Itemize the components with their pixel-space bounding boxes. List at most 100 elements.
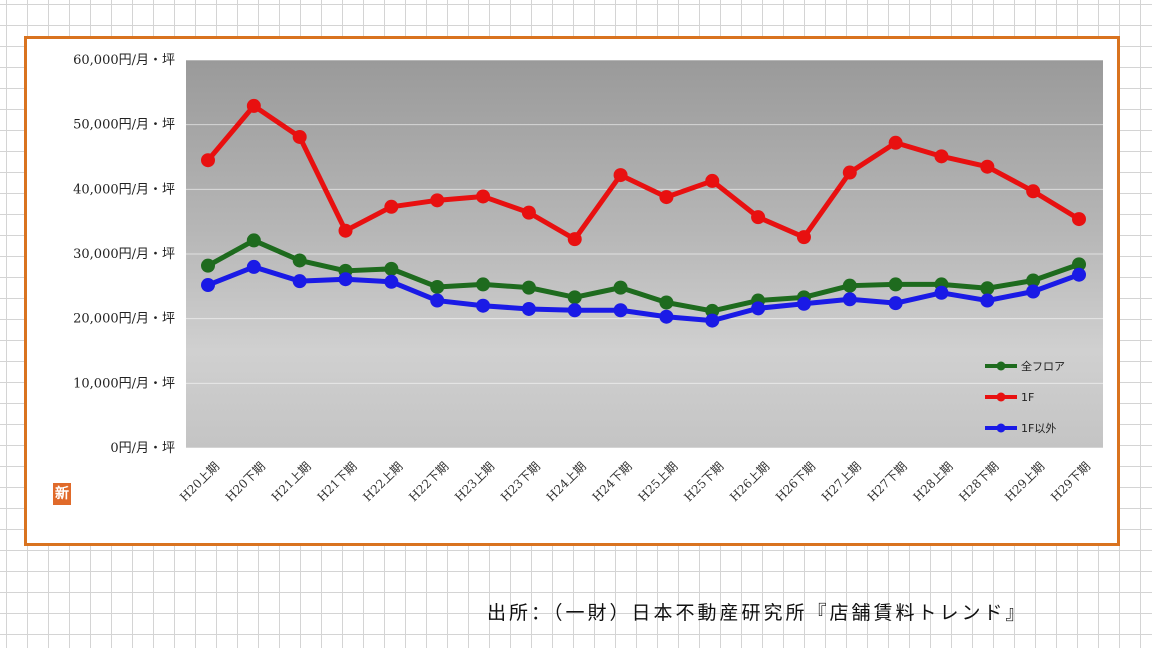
x-tick-label: H27上期 [819,459,864,504]
x-tick-label: H28上期 [911,459,956,504]
data-point [292,129,307,144]
data-point [796,230,811,245]
data-point [1072,212,1086,227]
data-point [705,313,720,328]
x-tick-label: H27下期 [865,459,910,504]
x-tick-label: H22上期 [360,459,405,504]
data-point [292,274,307,289]
legend-marker [996,361,1006,371]
data-point [430,193,445,208]
data-point [201,153,215,168]
data-point [934,149,949,164]
data-point [338,223,353,238]
data-point [201,278,215,293]
data-point [613,280,628,295]
data-point [842,165,857,180]
x-tick-label: H23下期 [498,459,543,504]
data-point [980,293,995,308]
data-point [705,173,720,188]
data-point [384,199,399,214]
data-point [842,278,857,293]
series-0 [201,233,1086,318]
x-tick-label: H23上期 [452,459,497,504]
data-point [1072,257,1086,272]
data-point [751,210,766,225]
data-point [659,295,674,310]
data-point [659,309,674,324]
data-point [246,259,261,274]
y-tick-label: 30,000円/月・坪 [73,247,175,262]
data-point [1072,267,1086,282]
x-tick-label: H29下期 [1048,459,1093,504]
new-badge-icon: 新 [53,483,71,505]
data-point [751,301,766,316]
x-tick-label: H21下期 [315,459,360,504]
series-lines [201,98,1086,328]
legend-label: 全フロア [1021,359,1065,373]
data-point [934,285,949,300]
data-point [888,296,903,311]
series-2 [201,259,1086,328]
line-chart: 0円/月・坪 10,000円/月・坪 20,000円/月・坪 30,000円/月・坪 4… [73,53,1103,504]
data-point [521,280,536,295]
data-point [1026,273,1041,288]
x-tick-label: H29上期 [1002,459,1047,504]
data-point [338,272,353,287]
x-tick-label: H25下期 [681,459,726,504]
data-point [246,233,261,248]
x-tick-label: H28下期 [956,459,1001,504]
data-point [430,279,445,294]
y-tick-label: 20,000円/月・坪 [73,312,175,327]
x-tick-label: H24下期 [590,459,635,504]
x-axis-labels: H20上期 H20下期 H21上期 H21下期 H22上期 H22下期 H23上期 H23下期… [177,459,1093,504]
data-point [476,277,491,292]
legend: 全フロア 1F 1F以外 [985,359,1065,435]
data-point [521,301,536,316]
y-axis-labels: 0円/月・坪 10,000円/月・坪 20,000円/月・坪 30,000円/月・坪 4… [73,53,175,456]
legend-label: 1F [1021,391,1034,404]
legend-label: 1F以外 [1021,422,1056,435]
x-tick-label: H26上期 [727,459,772,504]
x-tick-label: H26下期 [773,459,818,504]
x-tick-label: H20下期 [223,459,268,504]
data-point [842,292,857,307]
data-point [521,205,536,220]
data-point [567,290,582,305]
series-line [206,237,1080,314]
data-point [1026,184,1041,199]
legend-marker [996,423,1006,433]
data-point [613,303,628,318]
series-1 [201,98,1086,247]
series-line [206,103,1081,242]
data-point [430,293,445,308]
data-point [705,303,720,318]
data-point [384,261,399,276]
data-point [1026,284,1041,299]
x-tick-label: H24上期 [544,459,589,504]
data-point [980,159,995,174]
y-tick-label: 0円/月・坪 [110,441,175,456]
data-point [246,98,261,113]
gridlines [186,59,1103,449]
data-point [888,277,903,292]
data-point [613,168,628,183]
data-point [567,303,582,318]
data-point [476,298,491,313]
x-tick-label: H21上期 [269,459,314,504]
y-tick-label: 50,000円/月・坪 [73,118,175,133]
series-line [207,264,1080,324]
y-tick-label: 10,000円/月・坪 [73,376,175,391]
data-point [567,232,582,247]
chart-frame: 0円/月・坪 10,000円/月・坪 20,000円/月・坪 30,000円/月・坪 4… [24,36,1120,546]
source-note: 出所：（一財）日本不動産研究所『店舗賃料トレンド』 [487,602,1028,624]
data-point [796,296,811,311]
x-tick-label: H22下期 [406,459,451,504]
data-point [292,253,307,268]
data-point [659,190,674,205]
data-point [980,281,995,296]
data-point [384,274,399,289]
legend-marker [996,392,1006,402]
x-tick-label: H20上期 [177,459,222,504]
x-tick-label: H25上期 [635,459,680,504]
y-tick-label: 40,000円/月・坪 [73,182,175,197]
